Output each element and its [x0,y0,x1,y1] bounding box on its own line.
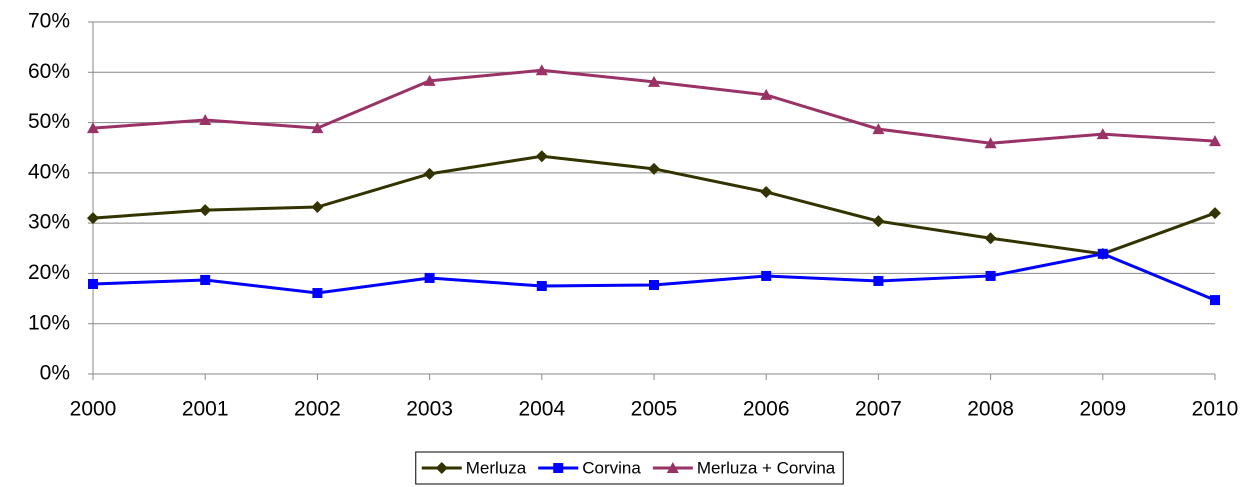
legend-label: Corvina [582,458,641,477]
legend-box [415,451,844,485]
y-tick-label: 70% [28,10,70,33]
marker [311,122,324,134]
marker [1209,207,1221,220]
marker [199,204,212,217]
marker [535,64,548,76]
marker [872,215,885,228]
marker [1096,128,1109,140]
marker [1210,295,1220,306]
marker [423,74,436,86]
x-tick-label: 2000 [70,398,117,421]
x-tick-label: 2006 [743,398,790,421]
legend-item: Merluza [421,458,527,477]
marker [553,463,564,473]
y-tick-label: 60% [28,60,70,83]
marker [423,167,436,180]
marker [311,201,324,214]
marker [649,279,659,290]
y-tick-label: 30% [28,211,70,234]
x-tick-label: 2010 [1192,398,1239,421]
y-tick-label: 10% [28,311,70,334]
x-tick-label: 2009 [1079,398,1126,421]
x-tick-label: 2007 [855,398,902,421]
legend-label: Merluza + Corvina [697,458,836,477]
marker [424,272,435,283]
marker [312,288,323,299]
marker [435,462,448,474]
x-tick-label: 2004 [518,398,565,421]
y-tick-label: 40% [28,160,70,183]
marker [666,462,679,473]
legend-label: Merluza [466,458,527,477]
marker [1097,248,1108,259]
x-tick-label: 2002 [294,398,341,421]
x-tick-label: 2001 [182,398,229,421]
marker [199,114,212,126]
marker [760,185,773,198]
marker [985,270,996,281]
marker [760,88,773,100]
series-line [92,252,1216,302]
marker [87,122,99,134]
legend-item: Corvina [538,458,641,477]
marker [87,212,99,225]
x-tick-label: 2005 [631,398,678,421]
x-tick-label: 2003 [406,398,453,421]
marker [984,137,997,149]
marker [872,123,885,135]
marker [88,278,98,289]
legend: Merluza Corvina Merluza + Corvina [415,451,844,485]
x-tick-label: 2008 [967,398,1014,421]
marker [648,162,660,175]
marker [873,275,884,286]
y-tick-label: 20% [28,261,70,284]
y-tick-label: 50% [28,110,70,133]
legend-item: Merluza + Corvina [652,458,836,477]
marker [1209,135,1221,147]
marker [648,75,660,87]
marker [536,281,547,291]
y-tick-label: 0% [40,362,70,385]
marker [535,150,548,163]
marker [984,232,997,245]
marker [200,274,211,285]
marker [761,270,772,281]
